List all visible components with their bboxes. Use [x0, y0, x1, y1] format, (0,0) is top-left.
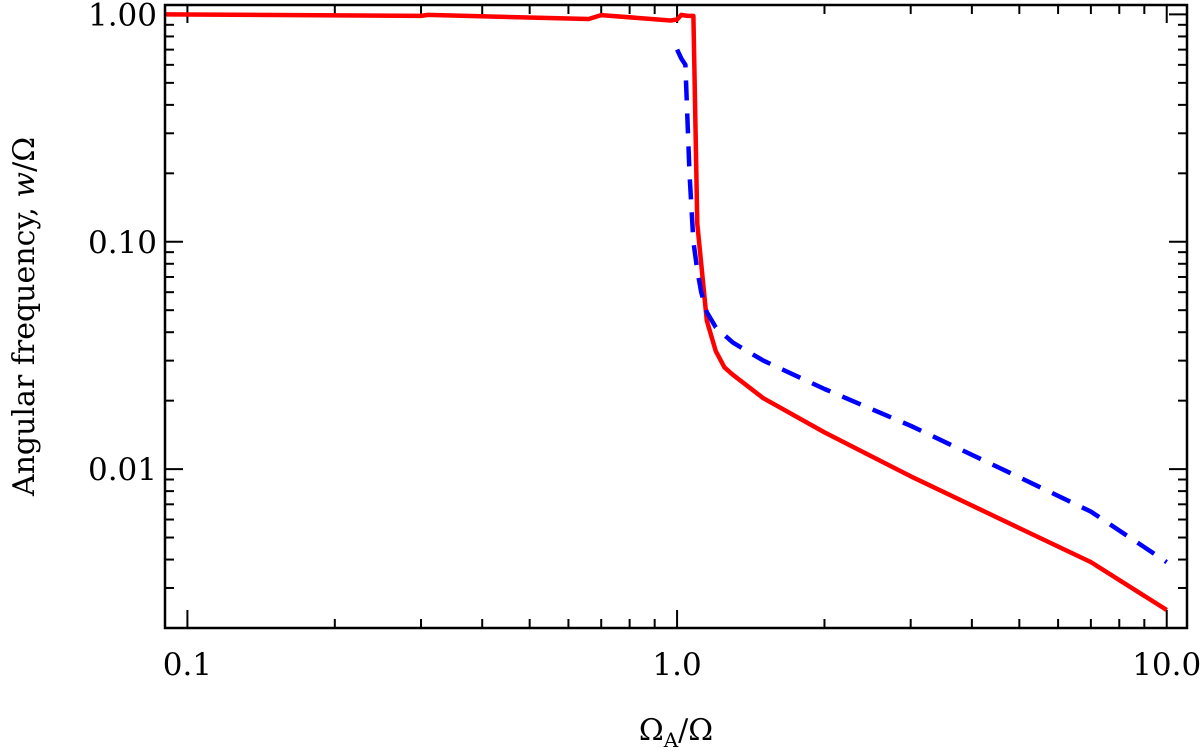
tick-labels: 0.1 1.0 10.0 0.01 0.10 1.00	[88, 0, 1200, 683]
series-line-2	[675, 48, 1168, 564]
y-tick-label: 0.01	[88, 452, 157, 488]
plot-frame	[163, 3, 1189, 630]
x-axis-label-sub: A	[663, 728, 679, 751]
y-tick-label: 1.00	[88, 0, 157, 33]
y-axis-label-tail: /Ω	[7, 137, 42, 172]
y-axis-label: Angular frequency, w/Ω	[7, 137, 42, 497]
x-axis-label-tail: /Ω	[678, 713, 713, 748]
x-tick-label: 1.0	[652, 647, 701, 683]
y-axis-label-var: w	[7, 172, 42, 198]
x-tick-label: 10.0	[1132, 647, 1200, 683]
x-axis-label-main: Ω	[639, 713, 664, 748]
series-layer	[164, 12, 1168, 612]
series-line-1	[164, 12, 1168, 612]
y-axis-label-text: Angular frequency,	[7, 198, 42, 498]
x-tick-label: 0.1	[163, 647, 212, 683]
x-axis-label: ΩA/Ω	[639, 713, 713, 751]
ticks	[164, 5, 1187, 629]
y-tick-label: 0.10	[88, 225, 157, 261]
